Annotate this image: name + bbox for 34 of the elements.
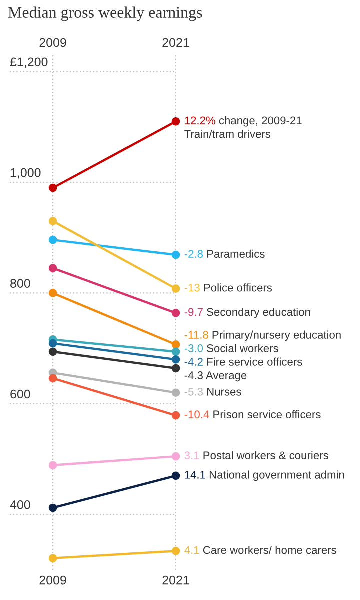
- series-label: Train/tram drivers: [184, 130, 271, 138]
- annotation: -9.7: [184, 308, 203, 316]
- text: Nurses: [207, 388, 242, 396]
- text: Secondary education: [207, 308, 310, 318]
- text: Fire service officers: [207, 358, 302, 366]
- annotation: 3.1: [184, 452, 200, 460]
- y-tick-label: 800: [10, 279, 30, 288]
- category-label: 2021: [162, 38, 190, 48]
- y-tick-label: 1,000: [10, 168, 41, 179]
- annotation: -5.3: [184, 388, 203, 396]
- text: National government admin: [210, 470, 344, 482]
- annotation: -4.2: [184, 358, 203, 366]
- annotation: -2.8: [184, 250, 203, 258]
- annotation: -11.8: [184, 331, 208, 339]
- text: Care workers/ home carers: [203, 546, 336, 554]
- annotation: -4.3: [184, 372, 203, 380]
- text: Postal workers & couriers: [204, 451, 328, 460]
- text: Average: [206, 372, 247, 382]
- annotation: 4.1: [184, 546, 200, 554]
- text: Primary/nursery education: [212, 330, 341, 342]
- y-tick-label: £1,200: [10, 58, 48, 68]
- annotation: -3.0: [184, 344, 204, 352]
- y-tick-label: 600: [10, 390, 30, 399]
- text: Social workers: [207, 344, 278, 352]
- y-tick-label: 400: [10, 500, 30, 510]
- annotation: 14.1: [185, 471, 206, 479]
- category-label: 2009: [40, 38, 66, 48]
- text: Paramedics: [207, 250, 265, 258]
- chart-title: Median gross weekly earnings: [8, 6, 202, 22]
- text: Police officers: [204, 284, 272, 292]
- text: Prison service officers: [214, 410, 321, 419]
- annotation: -10.4: [184, 410, 210, 419]
- annotation: 12.2% change, 2009-21: [185, 116, 302, 127]
- annotation: -13: [184, 284, 200, 292]
